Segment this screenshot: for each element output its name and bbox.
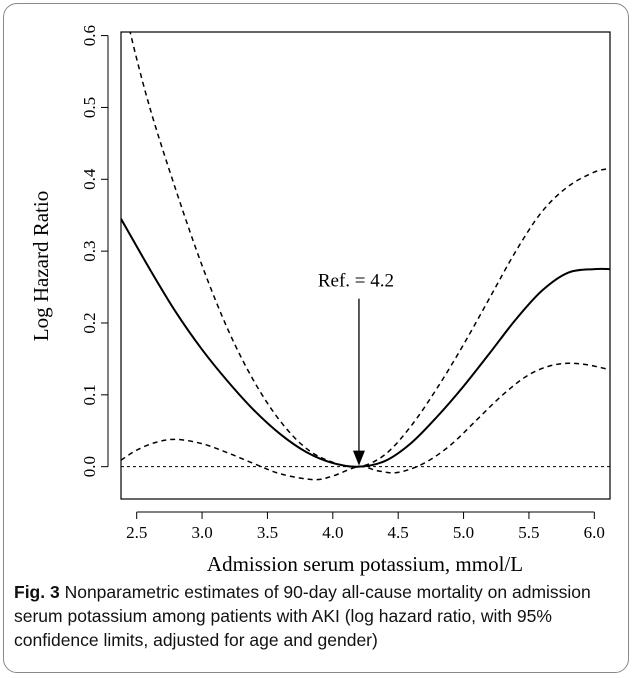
y-tick-label: 0.2: [80, 312, 99, 333]
x-tick-label: 3.0: [191, 523, 212, 542]
y-tick-label: 0.1: [80, 384, 99, 405]
series-lower-95-limit-line: [121, 362, 610, 481]
x-tick-label: 4.5: [388, 523, 409, 542]
x-tick-label: 5.0: [453, 523, 474, 542]
y-tick-label: 0.4: [80, 168, 99, 190]
annotation-label: Ref. = 4.2: [318, 271, 394, 292]
y-tick-label: 0.3: [80, 241, 99, 262]
y-tick-label: 0.0: [80, 456, 99, 477]
x-tick-label: 5.5: [518, 523, 539, 542]
x-tick-label: 2.5: [126, 523, 147, 542]
x-tick-label: 4.0: [322, 523, 343, 542]
figure-card: [3, 3, 629, 673]
y-tick-label: 0.5: [80, 97, 99, 118]
y-axis-label: Log Hazard Ratio: [29, 191, 53, 341]
reference-annotation: Ref. = 4.2: [318, 271, 394, 466]
x-tick-label: 3.5: [257, 523, 278, 542]
figure-caption: Fig. 3 Nonparametric estimates of 90-day…: [14, 580, 614, 652]
caption-label: Fig. 3: [14, 582, 60, 602]
series-upper-95-limit-line: [129, 32, 610, 468]
x-axis-label: Admission serum potassium, mmol/L: [207, 552, 523, 576]
y-tick-label: 0.6: [80, 25, 99, 46]
series-estimate-line: [121, 218, 610, 468]
x-tick-label: 6.0: [584, 523, 605, 542]
chart: 2.5 3.0 3.5 4.0 4.5 5.0 5.5 6.0 0.0 0.1 0.2 0.3 0.4…: [29, 25, 611, 576]
annotation-arrowhead: [352, 450, 365, 466]
plot-frame: [120, 31, 611, 500]
caption-text: Nonparametric estimates of 90-day all-ca…: [14, 582, 591, 650]
